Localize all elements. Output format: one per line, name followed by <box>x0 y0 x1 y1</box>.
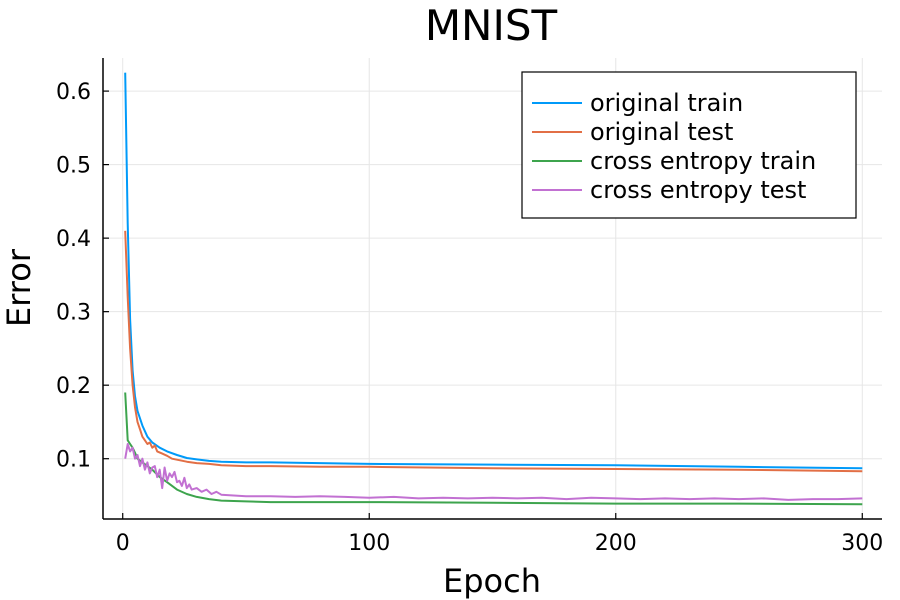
series-lines <box>124 72 863 506</box>
y-tick-label: 0.3 <box>56 301 91 326</box>
legend-label: original test <box>590 118 733 146</box>
x-ticks: 0 100 200 300 <box>116 513 883 556</box>
x-tick-label: 300 <box>841 531 883 556</box>
axes <box>102 58 882 520</box>
y-tick-label: 0.6 <box>56 80 91 105</box>
series-line-1 <box>124 230 863 473</box>
legend-box <box>521 71 857 219</box>
x-axis-title: Epoch <box>443 562 541 600</box>
legend-label: cross entropy test <box>590 176 806 204</box>
y-axis-title: Error <box>0 248 38 327</box>
x-tick-label: 100 <box>348 531 390 556</box>
y-tick-label: 0.2 <box>56 374 91 399</box>
legend-label: original train <box>590 89 743 117</box>
series-line-0 <box>124 72 863 470</box>
y-tick-label: 0.5 <box>56 154 91 179</box>
legend-label: cross entropy train <box>590 147 816 175</box>
series-line-3 <box>124 443 863 501</box>
y-tick-label: 0.1 <box>56 448 91 473</box>
y-ticks: 0.1 0.2 0.3 0.4 0.5 0.6 <box>56 80 109 473</box>
chart-title: MNIST <box>425 1 558 50</box>
x-tick-label: 200 <box>595 531 637 556</box>
x-tick-label: 0 <box>116 531 130 556</box>
series-line-2 <box>124 392 863 506</box>
y-tick-label: 0.4 <box>56 227 91 252</box>
